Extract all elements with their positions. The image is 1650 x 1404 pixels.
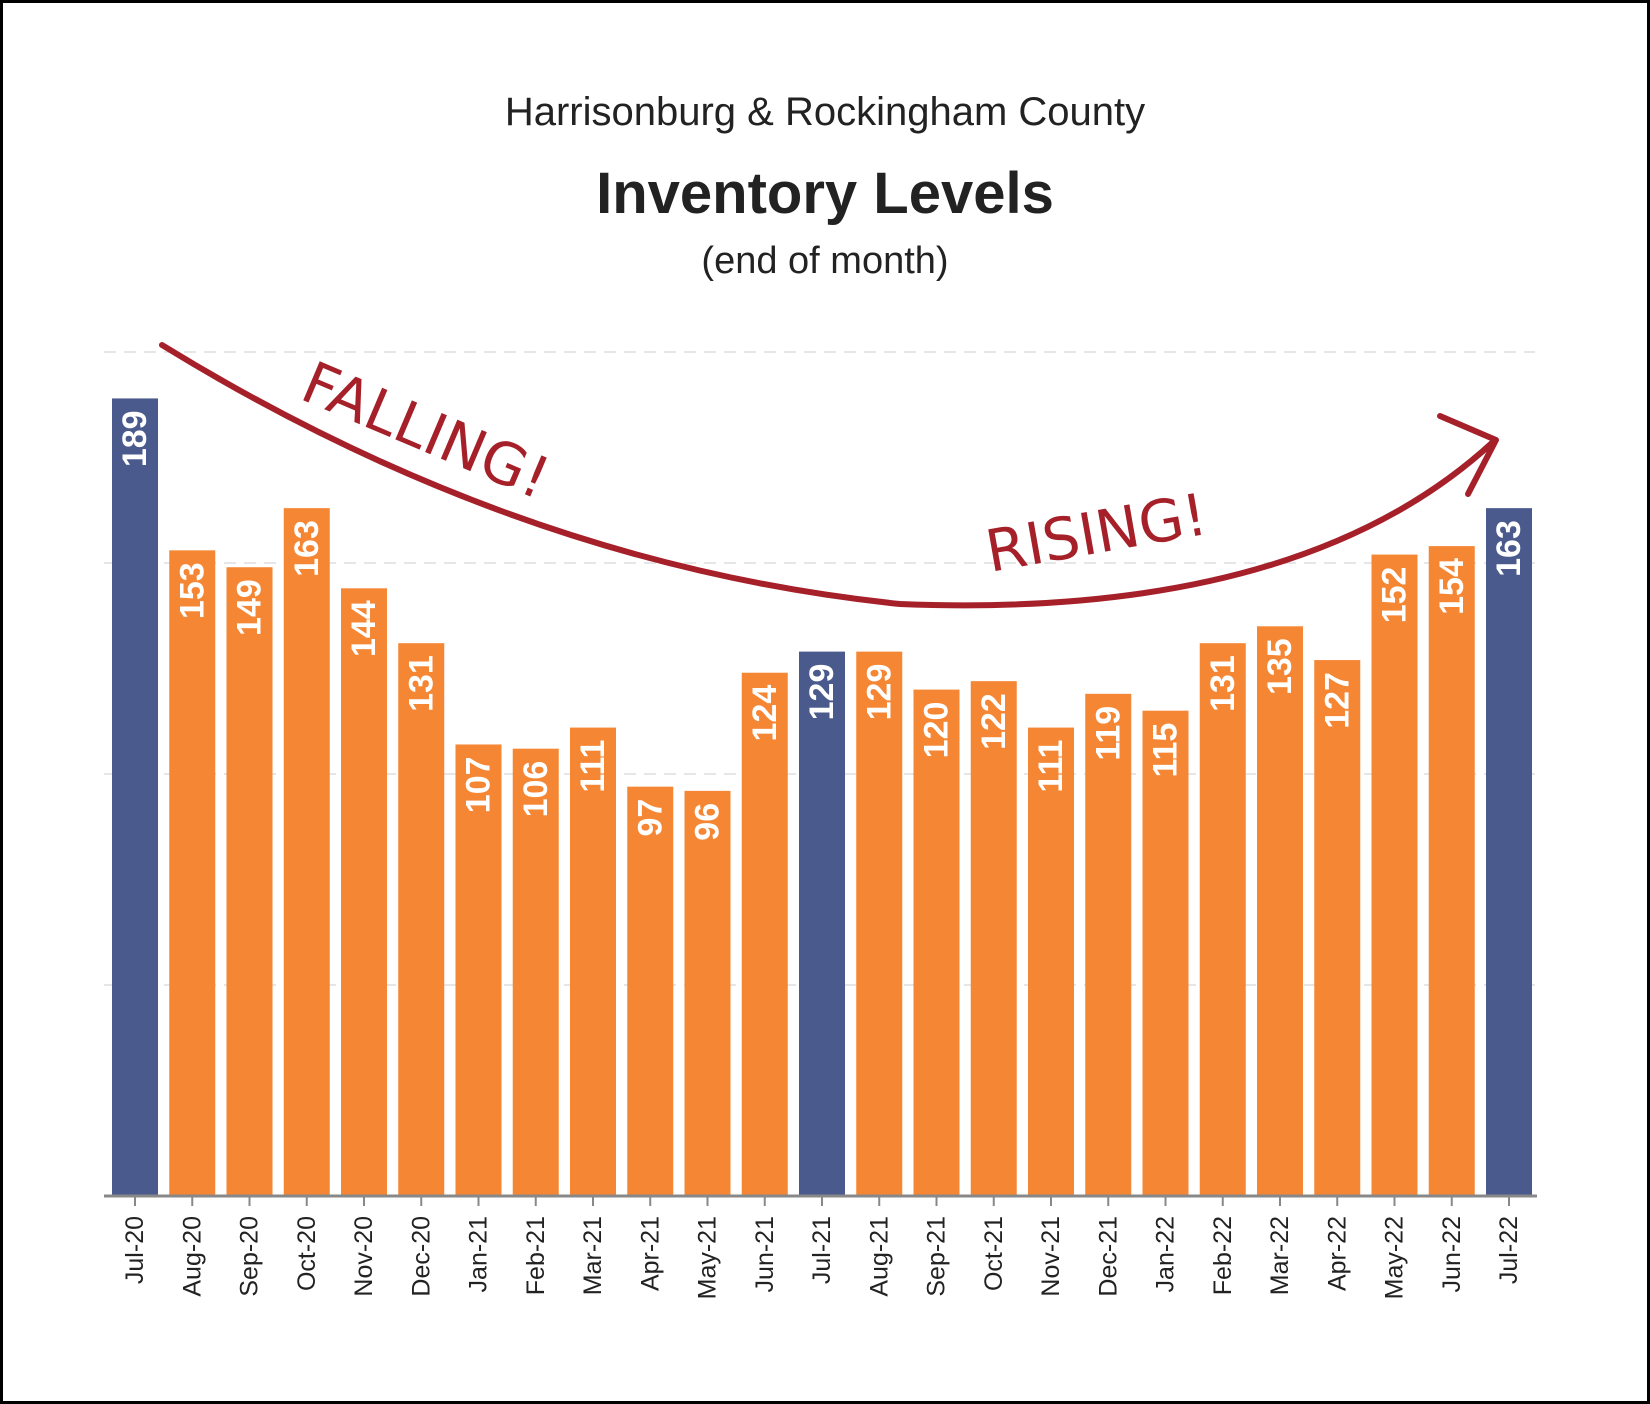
- bar-apr-21: [627, 786, 674, 1196]
- bar-apr-22: [1314, 660, 1361, 1196]
- x-tick-label: Feb-21: [522, 1216, 550, 1295]
- bar-jun-22: [1428, 546, 1475, 1196]
- bar-value-label: 111: [1032, 740, 1070, 793]
- x-tick-label: Sep-20: [236, 1216, 264, 1297]
- bar-jul-22: [1486, 508, 1532, 1196]
- x-tick-label: Aug-20: [178, 1216, 206, 1297]
- bar-aug-21: [856, 651, 903, 1196]
- bar-value-label: 96: [689, 803, 727, 841]
- x-tick-label: May-21: [694, 1216, 722, 1299]
- bar-value-label: 163: [1490, 520, 1528, 577]
- bar-value-label: 106: [517, 761, 555, 818]
- bar-nov-20: [341, 588, 387, 1196]
- bar-value-label: 189: [116, 410, 154, 467]
- bar-mar-21: [570, 727, 616, 1196]
- x-tick-label: Jan-22: [1152, 1216, 1180, 1292]
- x-tick-label: Jan-21: [465, 1216, 493, 1292]
- bar-value-label: 120: [918, 702, 956, 759]
- x-tick-label: Jun-22: [1438, 1216, 1466, 1292]
- x-tick-label: Mar-22: [1266, 1216, 1294, 1295]
- bar-aug-20: [169, 550, 216, 1196]
- bar-value-label: 127: [1318, 672, 1356, 729]
- x-tick-label: Nov-20: [350, 1216, 378, 1297]
- bar-value-label: 152: [1376, 567, 1414, 624]
- bar-feb-21: [512, 748, 559, 1196]
- x-tick-label: Oct-21: [980, 1216, 1008, 1291]
- bar-value-label: 97: [631, 799, 669, 837]
- x-tick-label: Aug-21: [865, 1216, 893, 1297]
- x-tick-label: Jul-21: [808, 1216, 836, 1284]
- bar-value-label: 149: [231, 579, 269, 636]
- bar-jun-21: [741, 672, 788, 1196]
- bar-feb-22: [1199, 643, 1246, 1196]
- bar-value-label: 153: [173, 562, 211, 619]
- bar-sep-20: [226, 567, 273, 1196]
- x-tick-label: Feb-22: [1209, 1216, 1237, 1295]
- bar-value-label: 131: [402, 655, 440, 712]
- bar-mar-22: [1257, 626, 1303, 1196]
- bar-jul-21: [799, 651, 845, 1196]
- bar-value-label: 163: [288, 520, 326, 577]
- bar-value-label: 119: [1089, 706, 1127, 761]
- x-tick-label: Nov-21: [1037, 1216, 1065, 1297]
- bar-dec-20: [398, 643, 445, 1196]
- bar-value-label: 144: [345, 600, 383, 657]
- bar-jan-22: [1142, 710, 1189, 1196]
- bar-sep-21: [913, 689, 960, 1196]
- trend-arrow-head: [1437, 413, 1499, 497]
- bar-value-label: 154: [1433, 558, 1471, 615]
- bar-nov-21: [1028, 727, 1074, 1196]
- bar-dec-21: [1085, 693, 1132, 1196]
- bar-value-label: 122: [975, 693, 1013, 750]
- trend-arrow-curve: [159, 342, 1496, 609]
- chart-title: Inventory Levels: [596, 161, 1054, 226]
- bar-may-22: [1371, 554, 1418, 1196]
- bar-oct-20: [283, 508, 330, 1196]
- x-tick-label: Apr-22: [1323, 1216, 1351, 1291]
- falling-annotation: FALLING!: [293, 348, 560, 513]
- x-tick-label: Mar-21: [579, 1216, 607, 1295]
- bar-value-label: 107: [460, 756, 498, 813]
- bar-value-label: 115: [1147, 723, 1185, 778]
- bar-jul-20: [112, 398, 158, 1196]
- bar-jan-21: [455, 744, 502, 1196]
- bar-oct-21: [970, 681, 1017, 1196]
- x-tick-label: Jul-22: [1495, 1216, 1523, 1284]
- x-tick-label: Dec-20: [407, 1216, 435, 1297]
- x-tick-label: Sep-21: [923, 1216, 951, 1297]
- bar-value-label: 131: [1204, 655, 1242, 712]
- x-tick-label: Oct-20: [293, 1216, 321, 1291]
- bar-may-21: [684, 790, 731, 1196]
- rising-annotation: RISING!: [981, 480, 1212, 586]
- bar-value-label: 124: [746, 685, 784, 742]
- chart-subtitle-bottom: (end of month): [701, 240, 949, 282]
- x-tick-label: Apr-21: [636, 1216, 664, 1291]
- bar-value-label: 135: [1261, 638, 1299, 695]
- chart-subtitle-top: Harrisonburg & Rockingham County: [504, 90, 1146, 134]
- bar-value-label: 129: [860, 664, 898, 721]
- bar-value-label: 129: [803, 664, 841, 721]
- x-tick-label: Jul-20: [121, 1216, 149, 1284]
- x-tick-label: May-22: [1381, 1216, 1409, 1299]
- x-tick-label: Dec-21: [1094, 1216, 1122, 1297]
- x-tick-label: Jun-21: [751, 1216, 779, 1292]
- bar-value-label: 111: [574, 740, 612, 793]
